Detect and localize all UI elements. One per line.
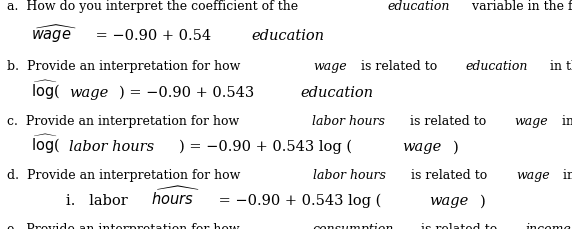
Text: wage: wage bbox=[514, 114, 548, 127]
Text: is related to: is related to bbox=[407, 168, 491, 181]
Text: in the following:: in the following: bbox=[546, 60, 572, 73]
Text: wage: wage bbox=[313, 60, 347, 73]
Text: is related to: is related to bbox=[406, 114, 490, 127]
Text: is related to: is related to bbox=[417, 222, 501, 229]
Text: labor hours: labor hours bbox=[312, 114, 384, 127]
Text: labor hours: labor hours bbox=[313, 168, 386, 181]
Text: wage: wage bbox=[516, 168, 550, 181]
Text: labor hours: labor hours bbox=[69, 140, 154, 154]
Text: $\widehat{wage}$: $\widehat{wage}$ bbox=[31, 23, 77, 45]
Text: ): ) bbox=[480, 193, 486, 207]
Text: a.  How do you interpret the coefficient of the: a. How do you interpret the coefficient … bbox=[7, 0, 302, 13]
Text: = −0.90 + 0.54: = −0.90 + 0.54 bbox=[90, 29, 215, 43]
Text: $\widehat{\mathrm{log}}$(: $\widehat{\mathrm{log}}$( bbox=[31, 132, 61, 156]
Text: education: education bbox=[465, 60, 527, 73]
Text: $\widehat{\mathrm{log}}$(: $\widehat{\mathrm{log}}$( bbox=[31, 78, 61, 102]
Text: ) = −0.90 + 0.543: ) = −0.90 + 0.543 bbox=[120, 86, 259, 100]
Text: ): ) bbox=[452, 140, 458, 154]
Text: wage: wage bbox=[402, 140, 441, 154]
Text: = −0.90 + 0.543 log (: = −0.90 + 0.543 log ( bbox=[214, 193, 381, 207]
Text: income: income bbox=[526, 222, 571, 229]
Text: ) = −0.90 + 0.543 log (: ) = −0.90 + 0.543 log ( bbox=[178, 139, 352, 154]
Text: in the following:: in the following: bbox=[559, 168, 572, 181]
Text: is related to: is related to bbox=[356, 60, 441, 73]
Text: e.  Provide an interpretation for how: e. Provide an interpretation for how bbox=[7, 222, 244, 229]
Text: education: education bbox=[388, 0, 450, 13]
Text: education: education bbox=[300, 86, 373, 100]
Text: b.  Provide an interpretation for how: b. Provide an interpretation for how bbox=[7, 60, 244, 73]
Text: d.  Provide an interpretation for how: d. Provide an interpretation for how bbox=[7, 168, 244, 181]
Text: education: education bbox=[252, 29, 324, 43]
Text: wage: wage bbox=[69, 86, 108, 100]
Text: wage: wage bbox=[430, 193, 469, 207]
Text: c.  Provide an interpretation for how: c. Provide an interpretation for how bbox=[7, 114, 243, 127]
Text: variable in the following:: variable in the following: bbox=[468, 0, 572, 13]
Text: in the following:: in the following: bbox=[558, 114, 572, 127]
Text: $\widehat{hours}$: $\widehat{hours}$ bbox=[152, 185, 200, 207]
Text: i.   labor: i. labor bbox=[66, 193, 132, 207]
Text: consumption: consumption bbox=[312, 222, 394, 229]
